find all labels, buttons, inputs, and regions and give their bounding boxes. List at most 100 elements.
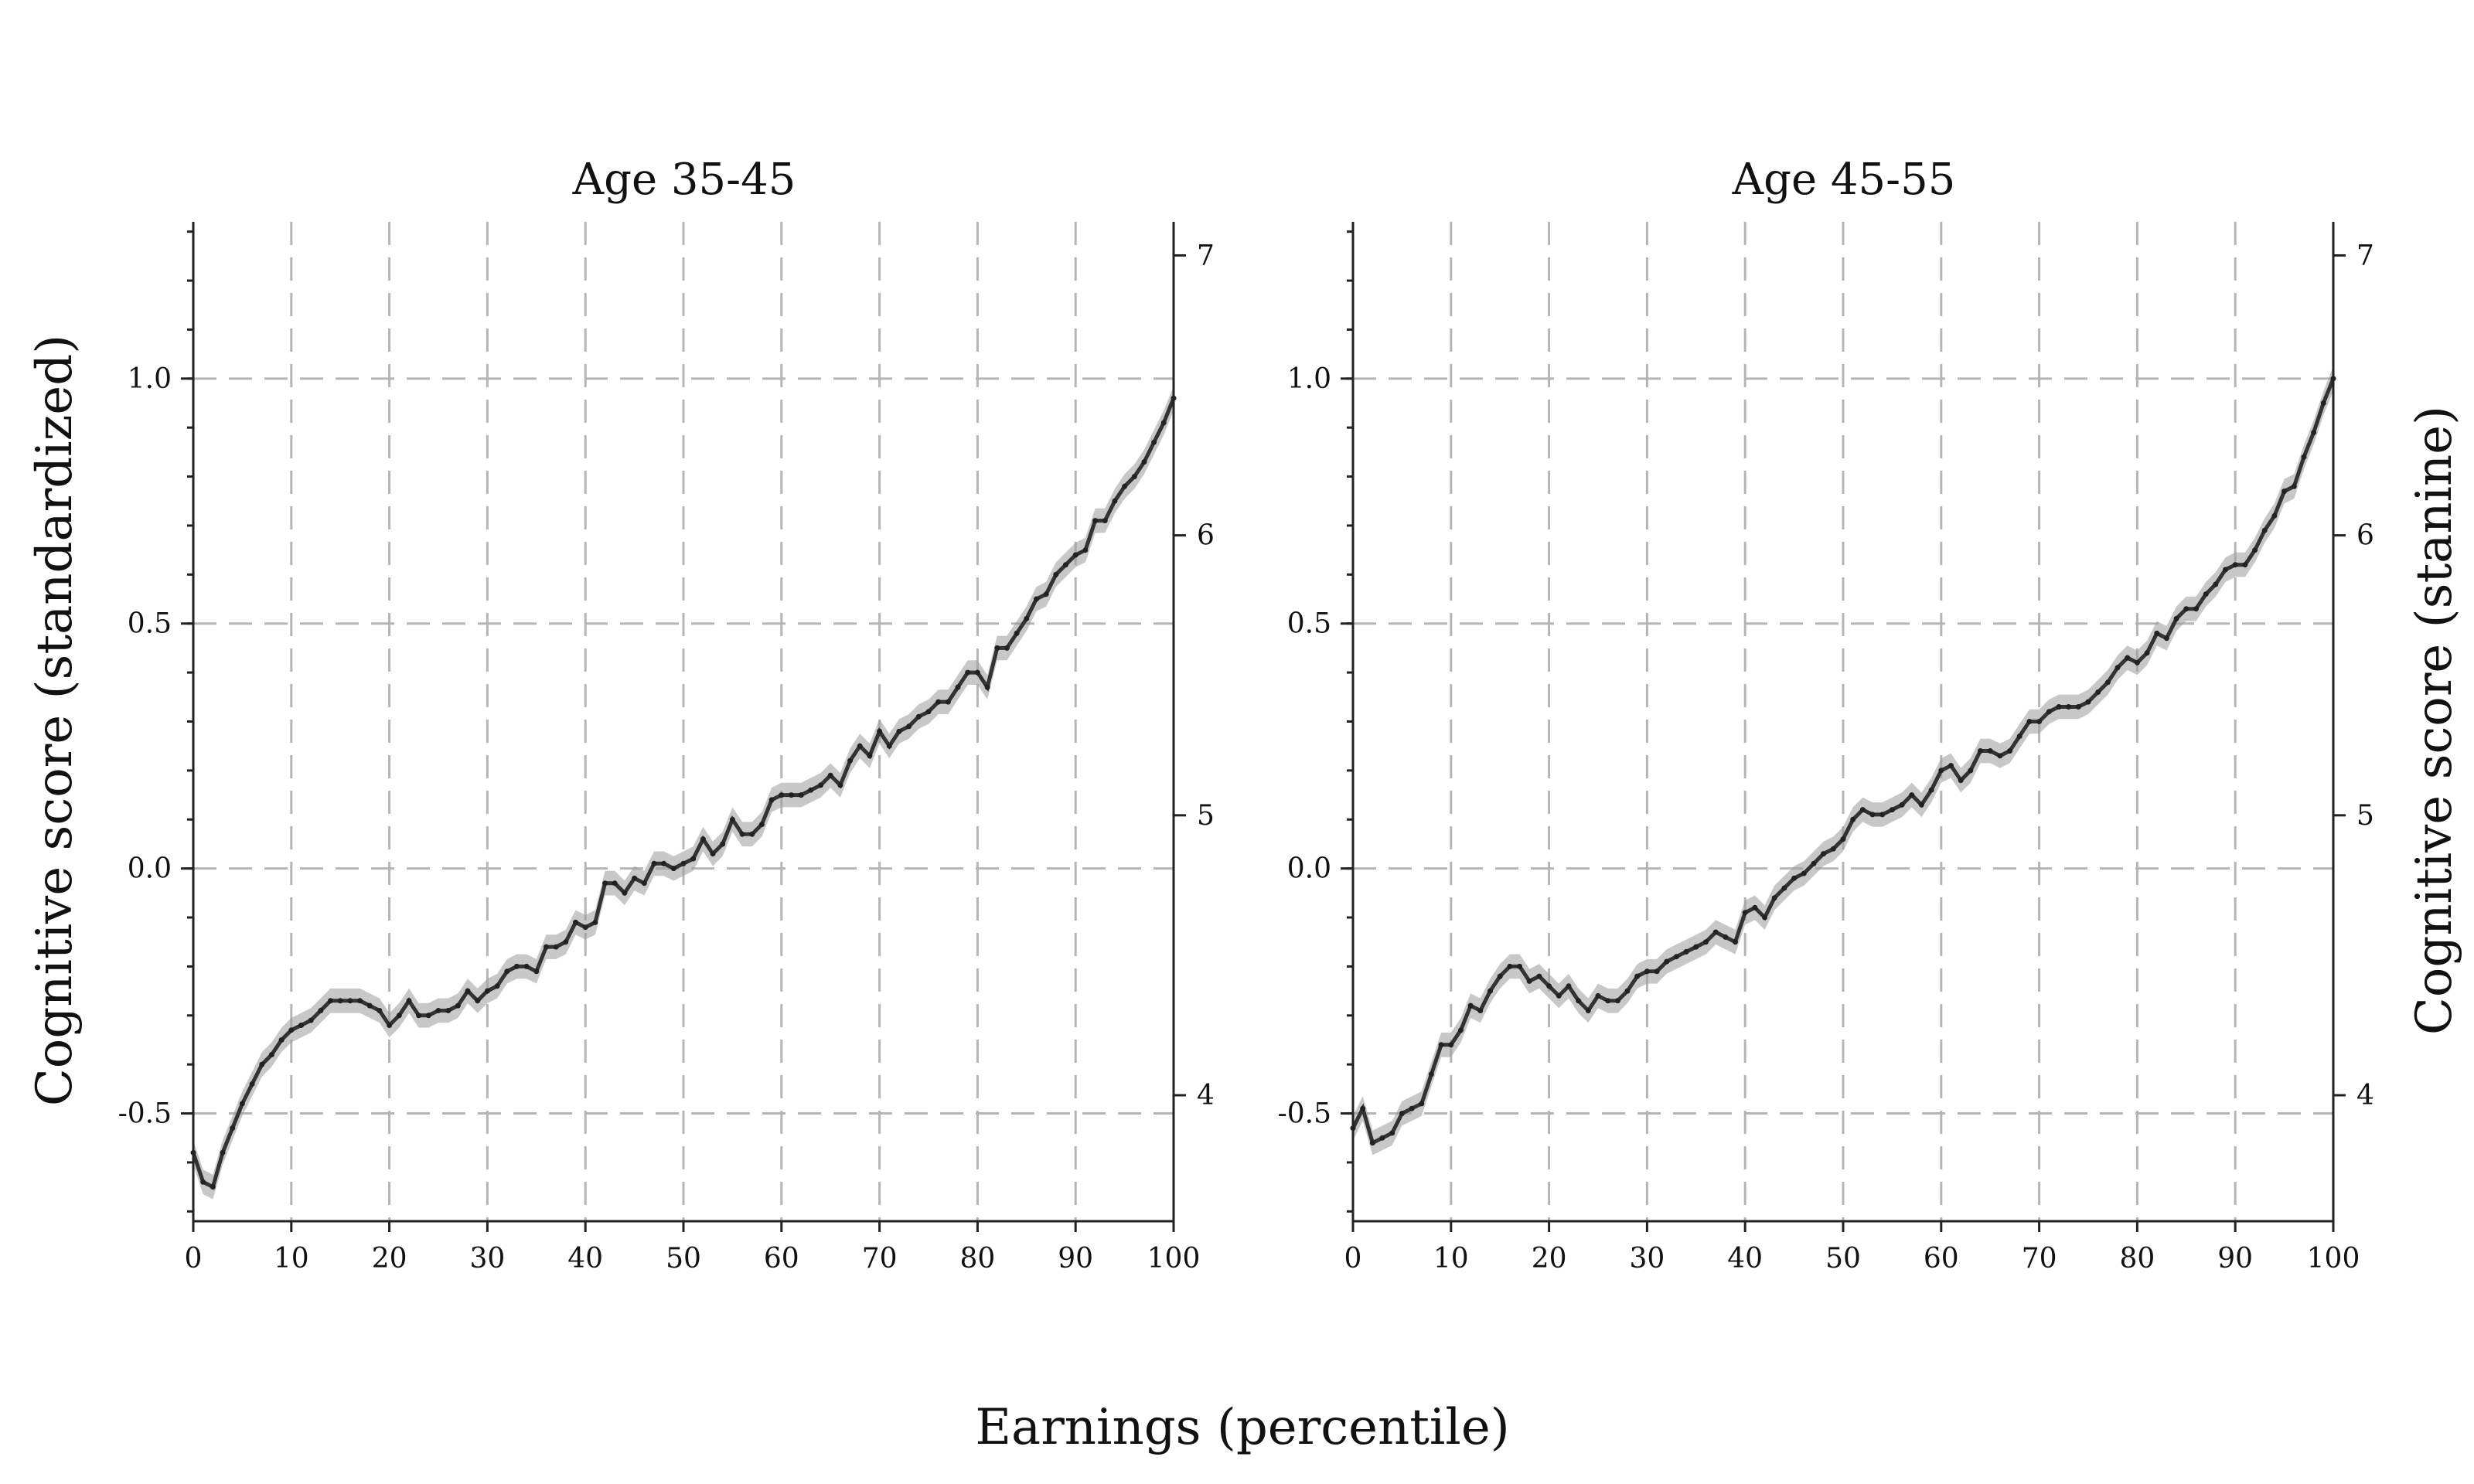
data-point bbox=[2104, 679, 2111, 686]
data-point bbox=[1928, 787, 1934, 793]
panel-title: Age 45-55 bbox=[1732, 155, 1956, 205]
marker-layer bbox=[1350, 376, 2336, 1146]
x-tick-label: 50 bbox=[1825, 1243, 1861, 1275]
data-point bbox=[1948, 763, 1954, 768]
data-point bbox=[935, 699, 942, 705]
data-point bbox=[1024, 615, 1030, 621]
data-point bbox=[1791, 875, 1798, 881]
panel-age-35-45: Age 35-45 0 10 20 30 40 50 60 70 80 90 100-0.50.00… bbox=[118, 155, 1215, 1275]
x-tick-label: 90 bbox=[1058, 1243, 1093, 1275]
data-point bbox=[1752, 904, 1758, 910]
data-point bbox=[1595, 992, 1601, 999]
data-point bbox=[377, 1008, 383, 1013]
panel-title: Age 35-45 bbox=[572, 155, 796, 205]
data-point bbox=[945, 699, 951, 705]
data-point bbox=[965, 669, 971, 676]
data-point bbox=[308, 1017, 314, 1023]
data-point bbox=[2232, 562, 2238, 568]
data-point bbox=[1693, 944, 1699, 950]
data-point bbox=[2213, 581, 2219, 587]
data-point bbox=[592, 919, 598, 925]
data-point bbox=[1987, 748, 1993, 754]
data-point bbox=[1497, 973, 1503, 979]
data-point bbox=[1624, 988, 1631, 994]
gridlines bbox=[1353, 222, 2333, 1221]
data-point bbox=[445, 1008, 452, 1013]
data-point bbox=[2271, 512, 2278, 519]
x-tick-label: 100 bbox=[1147, 1243, 1201, 1275]
data-point bbox=[318, 1008, 324, 1013]
data-point bbox=[641, 880, 647, 887]
data-point bbox=[2193, 606, 2199, 612]
data-point bbox=[1869, 812, 1876, 818]
data-point bbox=[1536, 973, 1542, 979]
data-point bbox=[484, 988, 490, 994]
data-point bbox=[1654, 968, 1660, 975]
data-point bbox=[1141, 459, 1147, 465]
data-point bbox=[925, 709, 932, 715]
data-point bbox=[494, 983, 500, 989]
data-point bbox=[749, 831, 755, 837]
data-point bbox=[1811, 860, 1817, 866]
data-point bbox=[396, 1013, 402, 1019]
data-point bbox=[2320, 400, 2326, 406]
data-point bbox=[2075, 704, 2081, 710]
data-point bbox=[1703, 939, 1709, 945]
y-tick-label-right: 7 bbox=[2356, 240, 2374, 271]
data-point bbox=[1909, 792, 1915, 798]
data-point bbox=[1859, 807, 1866, 813]
data-point bbox=[1546, 983, 1552, 989]
data-point bbox=[2114, 665, 2121, 671]
data-point bbox=[1517, 963, 1523, 969]
y-tick-label-left: 1.0 bbox=[1287, 363, 1331, 395]
data-point bbox=[1419, 1101, 1425, 1107]
x-tick-label: 30 bbox=[1629, 1243, 1665, 1275]
data-point bbox=[1004, 645, 1010, 651]
data-point bbox=[1438, 1042, 1444, 1048]
x-tick-label: 10 bbox=[274, 1243, 309, 1275]
x-tick-label: 20 bbox=[372, 1243, 407, 1275]
data-point bbox=[1879, 812, 1886, 818]
data-point bbox=[1830, 846, 1836, 852]
data-point bbox=[955, 684, 961, 690]
data-point bbox=[357, 998, 363, 1004]
panel-age-45-55: Age 45-55 0 10 20 30 40 50 60 70 80 90 100-0.50.00… bbox=[1278, 155, 2374, 1275]
data-point bbox=[504, 968, 510, 975]
data-point bbox=[1576, 998, 1582, 1004]
x-tick-label: 70 bbox=[862, 1243, 898, 1275]
data-point bbox=[553, 944, 559, 950]
data-point bbox=[259, 1061, 265, 1067]
data-point bbox=[661, 860, 667, 866]
x-tick-label: 0 bbox=[1344, 1243, 1362, 1275]
data-point bbox=[523, 963, 530, 969]
data-point bbox=[670, 866, 676, 872]
data-point bbox=[1771, 895, 1777, 901]
data-point bbox=[1899, 802, 1905, 808]
data-point bbox=[818, 782, 823, 788]
data-point bbox=[2301, 454, 2307, 460]
data-point bbox=[1918, 802, 1924, 808]
data-point bbox=[387, 1023, 393, 1028]
data-point bbox=[896, 728, 902, 734]
data-point bbox=[1840, 836, 1846, 842]
data-point bbox=[758, 822, 765, 828]
y-tick-label-left: -0.5 bbox=[1278, 1098, 1331, 1130]
data-point bbox=[837, 782, 843, 788]
data-point bbox=[210, 1184, 216, 1190]
data-point bbox=[1072, 552, 1079, 558]
data-point bbox=[1938, 768, 1944, 774]
data-point bbox=[1389, 1130, 1395, 1136]
y-tick-label-left: 1.0 bbox=[128, 363, 172, 395]
data-point bbox=[1781, 885, 1787, 891]
data-point bbox=[2223, 567, 2228, 573]
data-point bbox=[2125, 655, 2131, 661]
data-point bbox=[288, 1027, 295, 1033]
data-point bbox=[2154, 630, 2160, 636]
x-tick-label: 20 bbox=[1532, 1243, 1567, 1275]
data-point bbox=[798, 792, 804, 798]
data-point bbox=[651, 860, 657, 866]
data-point bbox=[1428, 1071, 1434, 1077]
y-tick-label-right: 5 bbox=[2356, 800, 2374, 832]
data-point bbox=[1448, 1042, 1454, 1048]
data-point bbox=[1673, 954, 1679, 960]
